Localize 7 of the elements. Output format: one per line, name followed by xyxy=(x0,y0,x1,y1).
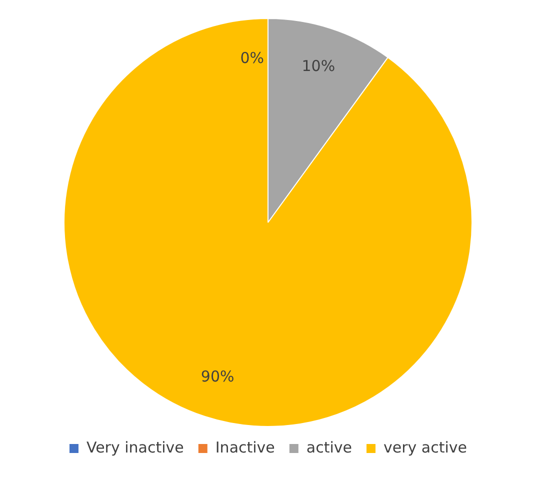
legend-label: very active xyxy=(384,438,468,456)
data-label: 90% xyxy=(200,368,234,386)
data-label: 10% xyxy=(302,57,336,76)
legend-label: Very inactive xyxy=(86,438,184,456)
text: 0% xyxy=(240,49,264,68)
legend-label: active xyxy=(306,438,352,456)
legend-label: Inactive xyxy=(215,438,275,456)
